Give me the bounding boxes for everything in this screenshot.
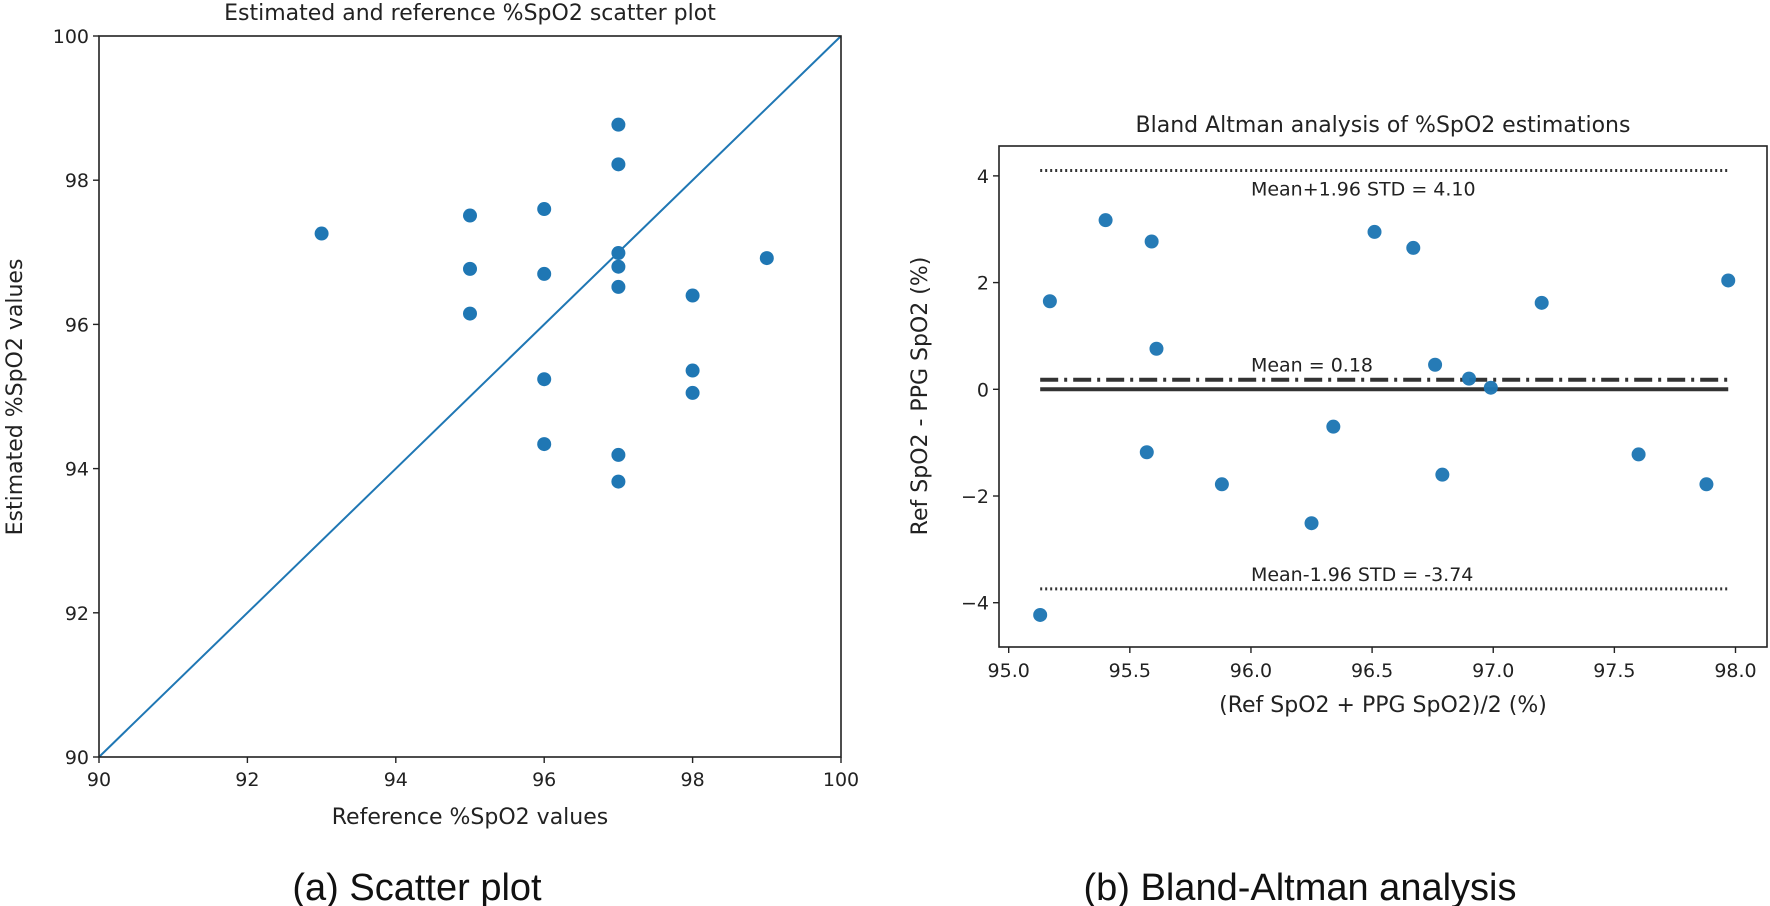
data-point <box>611 117 626 132</box>
data-point <box>611 447 626 462</box>
data-point <box>1699 477 1714 492</box>
identity-line <box>98 35 842 758</box>
data-point <box>1033 607 1048 622</box>
data-point <box>1435 467 1450 482</box>
y-tick-label: 98 <box>65 170 89 192</box>
x-tick-label: 92 <box>235 769 259 791</box>
left-title: Estimated and reference %SpO2 scatter pl… <box>224 1 716 26</box>
data-point <box>611 259 626 274</box>
data-point <box>685 385 700 400</box>
plot-frame <box>998 145 1768 648</box>
lower-limit-label: Mean-1.96 STD = -3.74 <box>1251 564 1473 586</box>
data-point <box>1721 273 1736 288</box>
y-tick-label: 90 <box>65 747 89 769</box>
data-point <box>1326 419 1341 434</box>
data-point <box>759 251 774 266</box>
data-point <box>537 437 552 452</box>
x-tick-label: 96 <box>532 769 556 791</box>
data-point <box>314 226 329 241</box>
data-point <box>611 279 626 294</box>
x-tick-label: 90 <box>87 769 111 791</box>
data-point <box>463 306 477 321</box>
data-point <box>1406 240 1421 255</box>
bland-altman-panel: Bland Altman analysis of %SpO2 estimatio… <box>908 113 1768 906</box>
data-point <box>611 246 626 261</box>
right-title: Bland Altman analysis of %SpO2 estimatio… <box>1136 113 1631 138</box>
data-point <box>1428 357 1443 372</box>
data-point <box>1462 371 1477 386</box>
data-point <box>1214 477 1229 492</box>
y-tick-label: 2 <box>977 273 989 295</box>
data-point <box>1144 234 1159 249</box>
data-point <box>463 208 477 223</box>
y-tick-label: 92 <box>65 603 89 625</box>
x-tick-label: 96.5 <box>1351 660 1393 682</box>
x-tick-label: 98.0 <box>1714 660 1756 682</box>
data-point <box>537 266 552 281</box>
right-ylabel: Ref SpO2 - PPG SpO2 (%) <box>908 257 933 536</box>
x-tick-label: 95.0 <box>988 660 1030 682</box>
mean-label: Mean = 0.18 <box>1251 355 1373 377</box>
y-tick-label: 96 <box>65 314 89 336</box>
y-tick-label: −4 <box>961 593 989 615</box>
y-tick-label: −2 <box>961 486 989 508</box>
y-tick-label: 0 <box>977 379 989 401</box>
left-xlabel: Reference %SpO2 values <box>332 805 608 830</box>
data-point <box>685 288 700 303</box>
data-point <box>685 363 700 378</box>
x-tick-label: 94 <box>384 769 408 791</box>
data-point <box>537 202 552 217</box>
left-caption: (a) Scatter plot <box>292 867 542 906</box>
x-tick-label: 97.0 <box>1472 660 1514 682</box>
data-point <box>1631 447 1646 462</box>
y-tick-label: 4 <box>977 166 989 188</box>
data-point <box>1304 516 1319 531</box>
x-tick-label: 97.5 <box>1593 660 1635 682</box>
data-point <box>1098 213 1113 228</box>
scatter-plot-panel: Estimated and reference %SpO2 scatter pl… <box>3 1 859 906</box>
data-point <box>463 261 477 276</box>
x-tick-label: 96.0 <box>1230 660 1272 682</box>
data-point <box>1149 341 1164 356</box>
data-point <box>1367 224 1382 239</box>
x-tick-label: 95.5 <box>1109 660 1151 682</box>
upper-limit-label: Mean+1.96 STD = 4.10 <box>1251 179 1476 201</box>
right-xlabel: (Ref SpO2 + PPG SpO2)/2 (%) <box>1219 693 1547 718</box>
data-point <box>1139 445 1154 460</box>
x-tick-label: 100 <box>823 769 859 791</box>
x-tick-label: 98 <box>681 769 705 791</box>
y-tick-label: 94 <box>65 459 89 481</box>
data-point <box>537 372 552 387</box>
right-caption: (b) Bland-Altman analysis <box>1084 867 1517 906</box>
y-tick-label: 100 <box>53 26 89 48</box>
data-point <box>1042 294 1057 309</box>
left-ylabel: Estimated %SpO2 values <box>3 259 28 536</box>
data-point <box>1534 295 1549 310</box>
data-point <box>1483 380 1498 395</box>
data-point <box>611 474 626 489</box>
plot-frame <box>98 35 842 758</box>
data-point <box>611 157 626 172</box>
